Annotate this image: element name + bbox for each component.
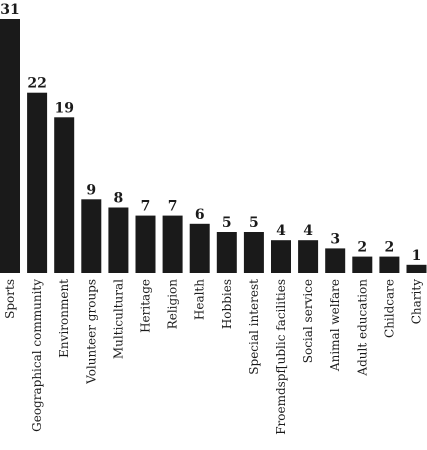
category-label: Hobbies bbox=[220, 279, 234, 329]
category-label: Volunteer groups bbox=[84, 279, 98, 385]
value-label: 4 bbox=[276, 223, 286, 239]
value-label: 7 bbox=[141, 199, 151, 215]
value-label: 9 bbox=[86, 182, 96, 198]
value-label: 19 bbox=[54, 100, 73, 116]
bar-heritage bbox=[135, 215, 156, 273]
bar-special-interest bbox=[243, 232, 264, 273]
bar-hobbies bbox=[216, 232, 237, 273]
value-label: 6 bbox=[195, 207, 205, 223]
category-label: Geographical community bbox=[30, 279, 44, 432]
bar-religion bbox=[162, 215, 183, 273]
value-label: 3 bbox=[330, 231, 340, 247]
category-label: Heritage bbox=[139, 279, 153, 333]
category-label: Health bbox=[193, 279, 207, 320]
value-label: 2 bbox=[357, 240, 367, 256]
category-label: Environment bbox=[57, 279, 71, 358]
bar-environment bbox=[54, 117, 75, 273]
bar-geographical-community bbox=[27, 92, 48, 273]
category-labels-group: Sports Geographical community Environment V… bbox=[3, 279, 424, 435]
bar-multicultural bbox=[108, 207, 129, 273]
category-label: Multicultural bbox=[111, 279, 125, 359]
value-label: 22 bbox=[27, 76, 46, 92]
category-label: Special interest bbox=[247, 279, 261, 375]
category-label: Religion bbox=[166, 279, 180, 330]
category-label: Childcare bbox=[382, 279, 396, 338]
bar-charity bbox=[406, 264, 427, 273]
bar-adult-education bbox=[352, 256, 373, 273]
bar-childcare bbox=[379, 256, 400, 273]
bar-sports bbox=[0, 19, 20, 273]
value-label: 8 bbox=[114, 191, 124, 207]
category-label: Animal welfare bbox=[328, 279, 342, 372]
category-label: Froemdspf[ublic facilities bbox=[274, 279, 288, 435]
category-label: Sports bbox=[3, 279, 17, 319]
value-label: 7 bbox=[168, 199, 178, 215]
bar-volunteer-groups bbox=[81, 199, 102, 273]
bar-health bbox=[189, 223, 210, 273]
value-label: 5 bbox=[249, 215, 259, 231]
bar-froemdspf-ublic-facilities bbox=[271, 240, 291, 273]
bars-group bbox=[0, 19, 427, 273]
value-label: 1 bbox=[412, 248, 422, 264]
value-label: 5 bbox=[222, 215, 232, 231]
bar-social-service bbox=[298, 240, 319, 273]
category-label: Charity bbox=[410, 279, 424, 324]
category-label: Adult education bbox=[355, 279, 369, 377]
category-label: Social service bbox=[301, 279, 315, 363]
value-label: 31 bbox=[0, 2, 19, 18]
value-label: 2 bbox=[385, 240, 395, 256]
value-label: 4 bbox=[303, 223, 313, 239]
bar-animal-welfare bbox=[325, 248, 346, 273]
